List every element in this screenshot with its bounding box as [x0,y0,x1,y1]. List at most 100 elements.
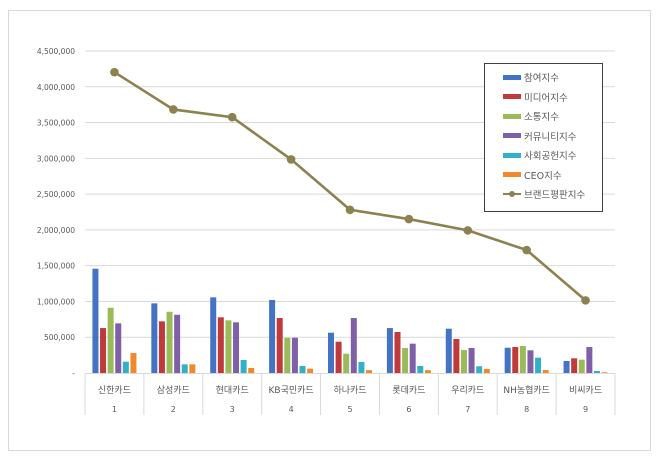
legend-swatch-icon [503,172,521,177]
bar [409,343,416,373]
y-tick-label: 3,500,000 [37,119,75,128]
rank-label: 9 [583,405,588,414]
category-label: 현대카드 [216,385,249,396]
category-label: KB국민카드 [269,385,314,396]
bar [299,365,306,373]
category-label: 삼성카드 [157,385,190,396]
legend-label: 브랜드평판지수 [524,190,586,201]
legend-label: 미디어지수 [524,92,568,104]
y-tick-label: 4,500,000 [37,47,75,56]
bar [593,370,600,373]
bar [210,297,217,373]
y-tick-label: 1,500,000 [37,262,75,271]
bar [460,350,467,373]
legend-item: CEO지수 [503,168,562,182]
bar [453,339,460,373]
bar [563,360,570,373]
legend-swatch-icon [503,152,521,158]
bar [328,332,334,373]
bar [181,364,188,373]
y-tick-label: 2,000,000 [37,226,75,235]
bar [100,328,107,373]
bar [402,348,409,373]
bar [115,323,122,373]
y-tick-label: 500,000 [44,333,75,342]
bar [284,337,291,373]
line-marker [522,245,531,255]
bar [248,367,255,373]
bar [158,321,165,373]
rank-label: 5 [347,405,352,414]
bar [174,314,181,373]
legend-item: 미디어지수 [503,90,568,104]
bar [269,300,276,373]
line-marker [463,226,473,235]
rank-label: 7 [465,405,470,414]
y-tick-label: 4,000,000 [37,83,75,92]
bar [542,369,549,373]
legend-item: 참여지수 [503,70,559,84]
rank-label: 1 [112,405,117,414]
bar [343,353,350,373]
legend-label: 참여지수 [524,73,559,84]
bar [417,365,424,373]
bar [512,347,519,373]
bar [350,318,357,373]
legend-item: 브랜드평판지수 [503,187,585,201]
bar [571,358,578,373]
category-label: NH농협카드 [503,384,550,396]
bar [586,347,593,373]
bar [233,322,240,373]
line-marker [227,112,237,122]
line-marker [345,205,355,215]
line-marker [286,155,296,164]
bar [445,328,452,373]
line-marker [581,296,590,305]
rank-label: 8 [524,405,529,414]
bar [151,303,158,373]
bar [166,311,173,373]
line-marker [169,105,178,114]
bar [358,361,365,373]
bar [468,348,475,373]
legend-item: 사회공헌지수 [503,148,576,162]
bar [217,317,224,373]
bar [130,353,137,373]
rank-label: 3 [230,405,235,414]
bar [519,346,526,373]
bar [578,359,585,373]
y-tick-label: 1,000,000 [37,297,75,306]
bar [527,350,534,373]
legend-item: 소통지수 [503,109,559,123]
bar [394,331,401,373]
y-tick-label: 2,500,000 [37,190,75,199]
legend-item: 커뮤니티지수 [503,129,576,143]
legend-swatch-icon [503,74,521,80]
legend-label: 사회공헌지수 [524,151,577,162]
line-marker [404,214,414,224]
legend-label: CEO지수 [524,170,562,182]
bar [307,368,314,373]
bar [424,370,431,373]
bar [535,357,542,373]
bar [240,359,247,373]
bar [335,341,342,373]
bar [601,372,608,373]
bar [386,328,393,373]
bar [483,368,490,373]
category-label: 롯데카드 [392,385,425,396]
category-label: 비씨카드 [569,385,602,396]
bar [504,347,511,373]
bar [225,320,232,373]
bar [291,337,298,373]
rank-label: 4 [289,405,294,414]
line-marker [110,67,119,77]
rank-label: 2 [171,405,176,414]
legend-label: 소통지수 [524,112,559,123]
category-label: 우리카드 [451,385,484,396]
bar [122,361,129,373]
legend-swatch-icon [503,113,521,119]
legend-swatch-icon [503,94,521,99]
